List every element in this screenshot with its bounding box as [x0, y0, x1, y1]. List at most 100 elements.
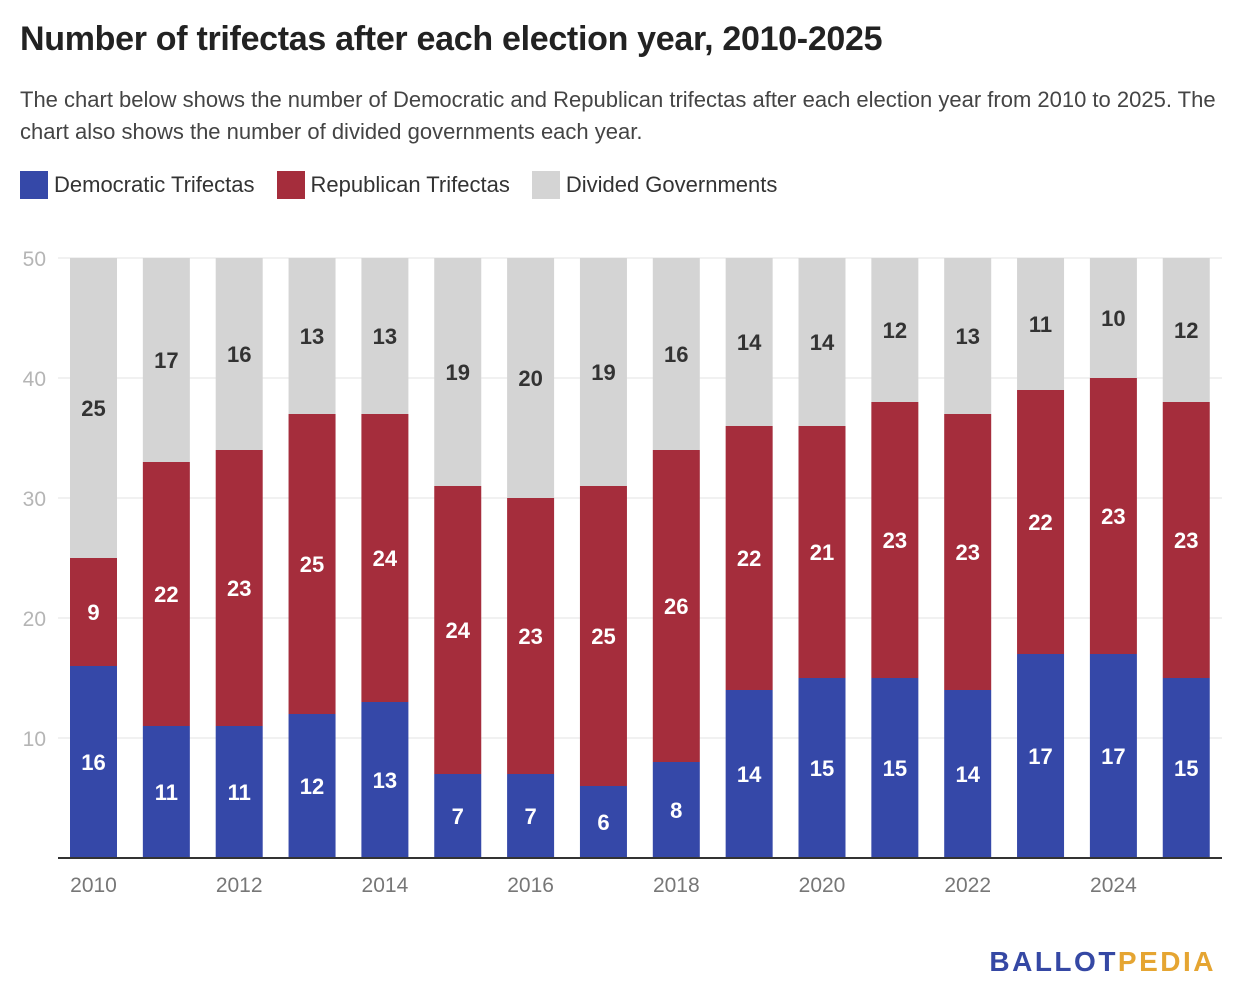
- data-label: 22: [737, 546, 761, 571]
- data-label: 23: [227, 576, 251, 601]
- legend-label-democratic: Democratic Trifectas: [54, 172, 255, 197]
- data-label: 19: [591, 360, 615, 385]
- data-label: 14: [737, 762, 762, 787]
- bar-divided-governments-2022: [944, 258, 992, 414]
- data-label: 13: [955, 324, 979, 349]
- bar-republican-trifectas-2016: [507, 498, 555, 774]
- data-label: 11: [1029, 312, 1052, 337]
- data-label: 7: [524, 804, 536, 829]
- data-label: 10: [1101, 306, 1125, 331]
- bar-republican-trifectas-2022: [944, 414, 992, 690]
- data-label: 14: [955, 762, 980, 787]
- data-label: 16: [227, 342, 251, 367]
- bar-democratic-trifectas-2024: [1089, 654, 1137, 858]
- bar-republican-trifectas-2010: [70, 558, 117, 666]
- ballotpedia-logo: BALLOTPEDIA: [989, 946, 1216, 977]
- bar-republican-trifectas-2021: [871, 402, 919, 678]
- data-label: 14: [737, 330, 762, 355]
- bar-divided-governments-2018: [652, 258, 700, 450]
- data-label: 13: [373, 768, 397, 793]
- chart-title: Number of trifectas after each election …: [20, 20, 883, 58]
- data-label: 9: [87, 600, 99, 625]
- data-label: 17: [1101, 744, 1125, 769]
- bar-republican-trifectas-2014: [361, 414, 409, 702]
- bar-democratic-trifectas-2012: [215, 726, 263, 858]
- y-tick-label: 40: [23, 368, 46, 391]
- bar-democratic-trifectas-2010: [70, 666, 117, 858]
- data-label: 23: [883, 528, 907, 553]
- bar-democratic-trifectas-2014: [361, 702, 409, 858]
- data-label: 14: [810, 330, 835, 355]
- bar-divided-governments-2015: [434, 258, 482, 486]
- x-tick-label: 2020: [799, 874, 846, 897]
- bar-divided-governments-2012: [215, 258, 263, 450]
- data-label: 15: [1174, 756, 1198, 781]
- data-label: 8: [670, 798, 682, 823]
- data-label: 25: [591, 624, 615, 649]
- bar-republican-trifectas-2020: [798, 426, 846, 678]
- bar-democratic-trifectas-2015: [434, 774, 482, 858]
- data-label: 21: [810, 540, 834, 565]
- data-label: 13: [300, 324, 324, 349]
- bar-democratic-trifectas-2016: [507, 774, 555, 858]
- data-label: 26: [664, 594, 688, 619]
- data-label: 17: [154, 348, 178, 373]
- data-label: 23: [1174, 528, 1198, 553]
- legend-item-divided: Divided Governments: [531, 171, 778, 199]
- bar-republican-trifectas-2023: [1017, 390, 1065, 654]
- data-label: 7: [452, 804, 464, 829]
- bar-divided-governments-2017: [579, 258, 627, 486]
- data-label: 24: [446, 618, 471, 643]
- data-label: 17: [1028, 744, 1052, 769]
- bar-democratic-trifectas-2019: [725, 690, 773, 858]
- data-label: 6: [597, 810, 609, 835]
- y-tick-label: 30: [23, 488, 46, 511]
- x-tick-label: 2010: [70, 874, 117, 897]
- bar-republican-trifectas-2019: [725, 426, 773, 690]
- x-tick-label: 2014: [362, 874, 409, 897]
- data-label: 20: [518, 366, 542, 391]
- bar-divided-governments-2025: [1162, 258, 1210, 402]
- data-label: 11: [155, 780, 178, 805]
- data-label: 15: [810, 756, 834, 781]
- bar-republican-trifectas-2013: [288, 414, 336, 714]
- bar-divided-governments-2011: [142, 258, 190, 462]
- bar-democratic-trifectas-2013: [288, 714, 336, 858]
- chart-legend: Democratic Trifectas Republican Trifecta…: [20, 171, 777, 199]
- bar-divided-governments-2010: [70, 258, 117, 558]
- bar-democratic-trifectas-2021: [871, 678, 919, 858]
- bar-divided-governments-2020: [798, 258, 846, 426]
- bar-divided-governments-2021: [871, 258, 919, 402]
- bar-republican-trifectas-2017: [579, 486, 627, 786]
- bar-divided-governments-2016: [507, 258, 555, 498]
- bar-republican-trifectas-2024: [1089, 378, 1137, 654]
- bar-republican-trifectas-2011: [142, 462, 190, 726]
- bar-divided-governments-2014: [361, 258, 409, 414]
- bar-republican-trifectas-2012: [215, 450, 263, 726]
- bar-democratic-trifectas-2022: [944, 690, 992, 858]
- legend-label-divided: Divided Governments: [565, 172, 778, 197]
- legend-item-republican: Republican Trifectas: [276, 171, 510, 199]
- y-tick-label: 20: [23, 608, 46, 631]
- data-label: 12: [300, 774, 324, 799]
- x-tick-label: 2012: [216, 874, 263, 897]
- bar-republican-trifectas-2015: [434, 486, 482, 774]
- x-tick-label: 2018: [653, 874, 700, 897]
- y-tick-label: 50: [23, 248, 46, 271]
- x-tick-label: 2016: [507, 874, 554, 897]
- data-label: 24: [373, 546, 398, 571]
- x-tick-label: 2024: [1090, 874, 1137, 897]
- bar-divided-governments-2024: [1089, 258, 1137, 378]
- data-label: 25: [81, 396, 105, 421]
- legend-swatch-republican: [276, 171, 305, 199]
- legend-swatch-democratic: [20, 171, 48, 199]
- bar-divided-governments-2023: [1017, 258, 1065, 390]
- bar-democratic-trifectas-2025: [1162, 678, 1210, 858]
- bar-divided-governments-2013: [288, 258, 336, 414]
- bar-democratic-trifectas-2011: [142, 726, 190, 858]
- data-label: 15: [883, 756, 907, 781]
- legend-swatch-divided: [531, 171, 560, 199]
- data-label: 12: [1174, 318, 1198, 343]
- data-label: 22: [1028, 510, 1052, 535]
